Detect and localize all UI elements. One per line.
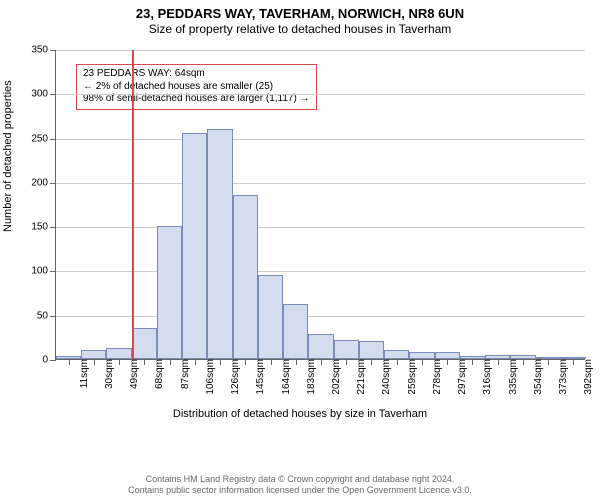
y-axis-label: Number of detached properties — [2, 80, 14, 232]
y-tick-label: 200 — [31, 177, 56, 188]
x-tick-label: 259sqm — [401, 359, 418, 395]
annotation-line: 23 PEDDARS WAY: 64sqm — [83, 68, 310, 81]
y-tick-label: 0 — [42, 355, 56, 366]
title-block: 23, PEDDARS WAY, TAVERHAM, NORWICH, NR8 … — [0, 0, 600, 36]
x-tick-label: 49sqm — [123, 359, 140, 389]
annotation-line: ← 2% of detached houses are smaller (25) — [83, 81, 310, 94]
x-tick-label: 11sqm — [73, 359, 90, 388]
x-axis-label: Distribution of detached houses by size … — [0, 408, 600, 420]
histogram-bar — [283, 304, 308, 359]
x-tick-label: 297sqm — [451, 359, 468, 395]
histogram-bar — [384, 350, 409, 359]
histogram-bar — [308, 334, 333, 359]
x-tick — [271, 359, 272, 365]
x-tick-label: 87sqm — [174, 359, 191, 389]
x-tick-label: 183sqm — [300, 359, 317, 395]
x-tick — [321, 359, 322, 365]
x-tick — [94, 359, 95, 365]
histogram-bar — [182, 133, 207, 359]
x-tick — [119, 359, 120, 365]
x-tick — [498, 359, 499, 365]
title-main: 23, PEDDARS WAY, TAVERHAM, NORWICH, NR8 … — [0, 6, 600, 21]
histogram-bar — [359, 341, 384, 359]
y-tick-label: 100 — [31, 266, 56, 277]
histogram-bar — [157, 226, 182, 359]
x-tick — [472, 359, 473, 365]
histogram-bar — [207, 129, 232, 359]
gridline — [56, 227, 585, 228]
footer-line-1: Contains HM Land Registry data © Crown c… — [0, 474, 600, 485]
footer: Contains HM Land Registry data © Crown c… — [0, 474, 600, 497]
histogram-bar — [258, 275, 283, 359]
x-tick — [548, 359, 549, 365]
x-tick-label: 30sqm — [98, 359, 115, 389]
x-tick-label: 316sqm — [476, 359, 493, 395]
x-tick — [573, 359, 574, 365]
reference-line — [132, 50, 134, 359]
x-tick-label: 278sqm — [426, 359, 443, 395]
x-tick — [422, 359, 423, 365]
x-tick — [69, 359, 70, 365]
x-tick-label: 221sqm — [350, 359, 367, 395]
gridline — [56, 139, 585, 140]
x-tick — [371, 359, 372, 365]
histogram-bar — [106, 348, 131, 359]
annotation-box: 23 PEDDARS WAY: 64sqm← 2% of detached ho… — [76, 64, 317, 110]
y-tick-label: 50 — [37, 310, 56, 321]
x-tick-label: 145sqm — [249, 359, 266, 395]
x-tick — [245, 359, 246, 365]
x-tick-label: 202sqm — [325, 359, 342, 395]
x-tick-label: 373sqm — [552, 359, 569, 395]
x-tick — [523, 359, 524, 365]
footer-line-2: Contains public sector information licen… — [0, 485, 600, 496]
histogram-bar — [435, 352, 460, 359]
x-tick — [170, 359, 171, 365]
x-tick — [144, 359, 145, 365]
x-tick — [447, 359, 448, 365]
x-tick-label: 240sqm — [375, 359, 392, 395]
histogram-bar — [409, 352, 434, 359]
y-tick-label: 350 — [31, 45, 56, 56]
gridline — [56, 50, 585, 51]
x-tick — [397, 359, 398, 365]
gridline — [56, 271, 585, 272]
x-tick-label: 126sqm — [224, 359, 241, 395]
histogram-bar — [81, 350, 106, 359]
chart-area: Number of detached properties 23 PEDDARS… — [0, 42, 600, 422]
gridline — [56, 183, 585, 184]
gridline — [56, 94, 585, 95]
y-tick-label: 150 — [31, 222, 56, 233]
histogram-bar — [334, 340, 359, 359]
histogram-bar — [132, 328, 157, 359]
x-tick — [220, 359, 221, 365]
x-tick — [296, 359, 297, 365]
x-tick — [346, 359, 347, 365]
x-tick-label: 354sqm — [527, 359, 544, 395]
title-sub: Size of property relative to detached ho… — [0, 22, 600, 36]
plot-area: 23 PEDDARS WAY: 64sqm← 2% of detached ho… — [55, 50, 585, 360]
x-tick-label: 68sqm — [148, 359, 165, 389]
gridline — [56, 316, 585, 317]
histogram-bar — [233, 195, 258, 359]
x-tick-label: 164sqm — [275, 359, 292, 395]
y-tick-label: 300 — [31, 89, 56, 100]
x-tick-label: 106sqm — [199, 359, 216, 395]
y-tick-label: 250 — [31, 133, 56, 144]
x-tick-label: 335sqm — [502, 359, 519, 395]
x-tick-label: 392sqm — [577, 359, 594, 395]
x-tick — [195, 359, 196, 365]
